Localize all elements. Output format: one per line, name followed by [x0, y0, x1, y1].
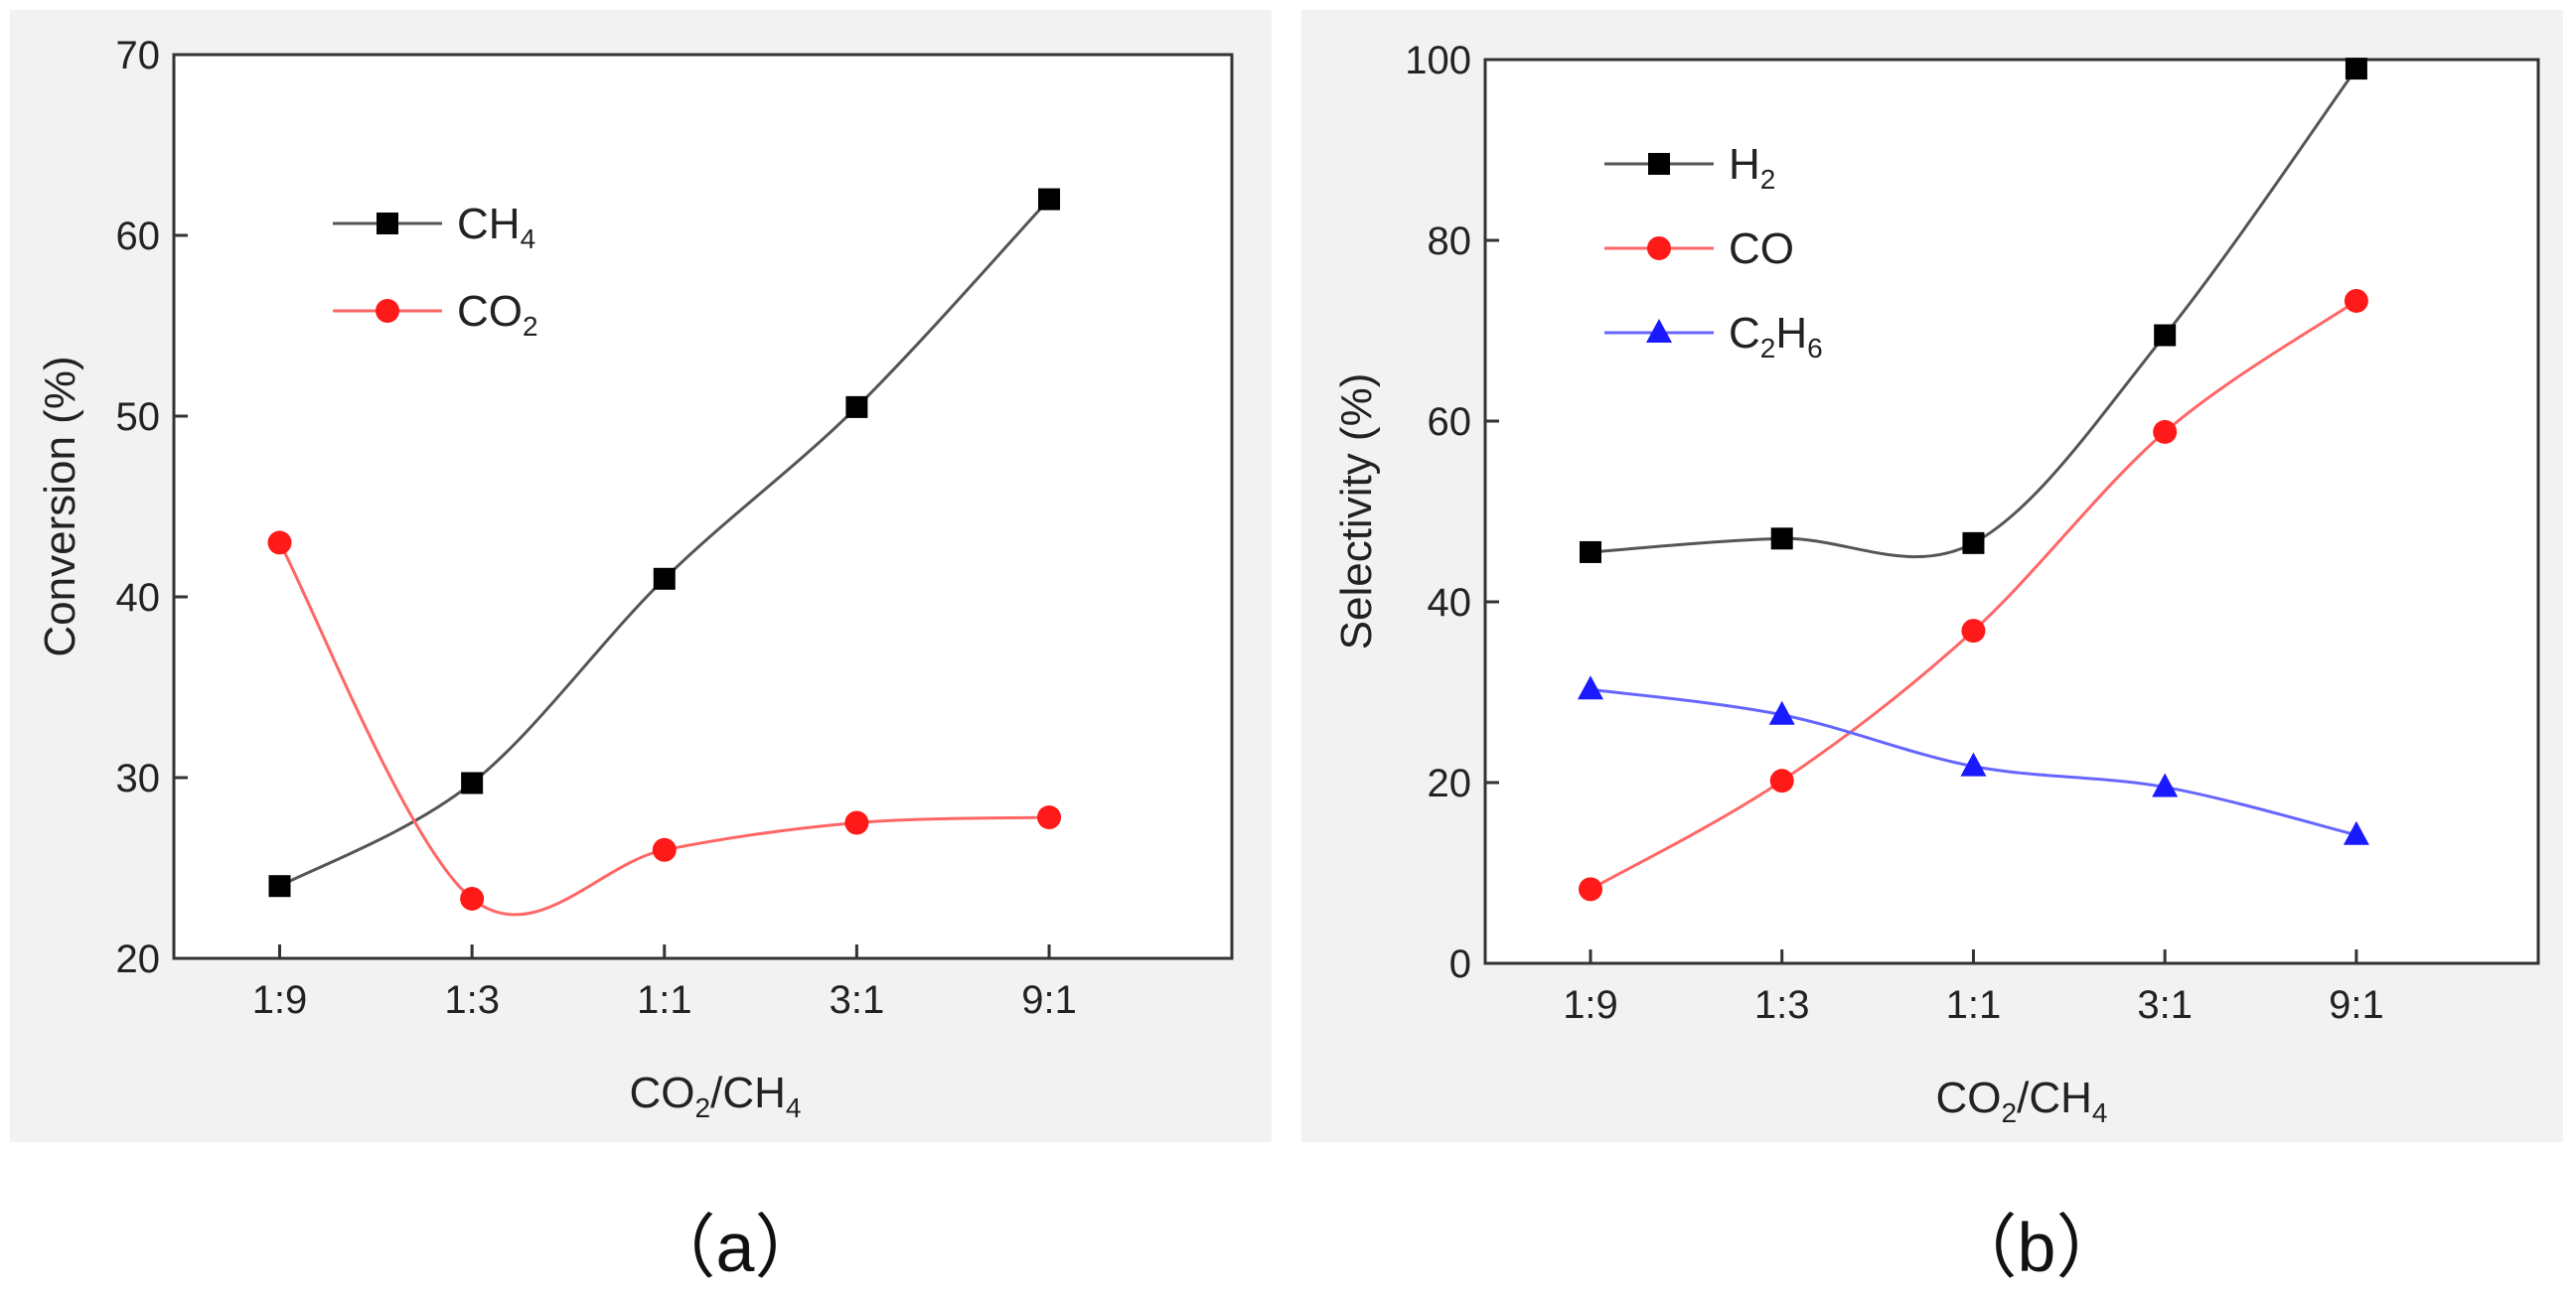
data-point-CO2	[652, 837, 677, 862]
x-tick-label: 1:3	[444, 978, 500, 1022]
data-point-CO	[2344, 288, 2368, 313]
data-point-CO	[2153, 419, 2178, 444]
series-C2H6	[1578, 675, 2369, 845]
x-axis-label: CO2/CH4	[1936, 1074, 2108, 1128]
caption-a: （a）	[646, 1209, 825, 1286]
x-tick-label: 1:1	[637, 978, 692, 1022]
data-point-CO2	[267, 530, 292, 555]
data-point-C2H6	[2152, 773, 2179, 797]
legend-marker-H2	[1648, 153, 1670, 175]
x-tick-label: 1:9	[252, 978, 308, 1022]
data-point-H2	[1580, 540, 1601, 563]
y-tick-label: 20	[116, 938, 161, 981]
data-point-CH4	[1038, 188, 1061, 211]
data-point-H2	[2154, 324, 2177, 347]
x-axis-label: CO2/CH4	[630, 1069, 802, 1123]
y-tick-label: 40	[116, 576, 161, 620]
data-point-CO	[1961, 619, 1986, 644]
legend-label-CO: CO	[1729, 224, 1794, 273]
legend-marker-C2H6	[1646, 319, 1672, 343]
y-axis-label: Selectivity (%)	[1332, 373, 1381, 650]
series-CH4	[268, 188, 1061, 898]
x-tick-label: 1:3	[1754, 983, 1810, 1027]
data-point-H2	[1770, 527, 1793, 550]
y-tick-label: 20	[1428, 762, 1472, 805]
y-tick-label: 100	[1405, 39, 1471, 82]
y-tick-label: 60	[116, 215, 161, 258]
x-tick-label: 9:1	[1021, 978, 1077, 1022]
y-tick-label: 0	[1449, 942, 1471, 986]
data-point-C2H6	[1768, 700, 1795, 725]
caption-b: （b）	[1947, 1209, 2126, 1286]
legend-label-C2H6: C2H6	[1729, 309, 1823, 363]
legend-marker-CH4	[377, 213, 398, 234]
x-tick-label: 3:1	[2137, 983, 2193, 1027]
data-point-CH4	[653, 567, 676, 590]
data-point-CO2	[1037, 805, 1062, 830]
legend-label-H2: H2	[1729, 140, 1775, 195]
x-tick-label: 3:1	[830, 978, 885, 1022]
data-point-CO2	[844, 810, 869, 835]
data-point-CH4	[845, 395, 868, 418]
series-line-H2	[1590, 68, 2358, 558]
y-axis-label: Conversion (%)	[36, 356, 84, 656]
y-tick-label: 50	[116, 395, 161, 439]
chart-a: 20 30 40 50 60 70 1:9 1:3 1:1 3:1 9:1 Conversion (%…	[36, 34, 1234, 1123]
y-tick-label: 30	[116, 757, 161, 800]
data-point-C2H6	[2343, 820, 2369, 845]
data-point-CH4	[268, 875, 291, 898]
series-CO	[1579, 288, 2368, 902]
x-tick-label: 9:1	[2329, 983, 2384, 1027]
x-tick-label: 1:9	[1563, 983, 1618, 1027]
series-CO2	[267, 530, 1062, 917]
plot-frame	[172, 53, 1234, 960]
data-point-C2H6	[1960, 752, 1987, 777]
series-line-CO2	[278, 541, 1050, 917]
series-H2	[1580, 58, 2367, 563]
y-tick-label: 80	[1428, 219, 1472, 263]
legend-label-CO2: CO2	[457, 287, 538, 342]
legend-label-CH4: CH4	[457, 200, 535, 254]
chart-b: 0 20 40 60 80 100 1:9 1:3 1:1 3:1 9:1 Selectivity (…	[1332, 39, 2540, 1128]
data-point-CO	[1579, 877, 1602, 902]
data-point-H2	[2345, 58, 2367, 80]
data-point-C2H6	[1578, 675, 1603, 700]
legend-marker-CO2	[376, 299, 399, 323]
plot-frame	[1483, 58, 2540, 965]
y-tick-label: 70	[116, 34, 161, 77]
data-point-H2	[1962, 531, 1985, 554]
y-tick-label: 60	[1428, 400, 1472, 444]
x-tick-label: 1:1	[1946, 983, 2002, 1027]
data-point-CO	[1769, 769, 1794, 794]
legend-marker-CO	[1647, 236, 1671, 260]
y-tick-label: 40	[1428, 581, 1472, 625]
data-point-CH4	[461, 772, 484, 795]
data-point-CO2	[460, 886, 485, 911]
